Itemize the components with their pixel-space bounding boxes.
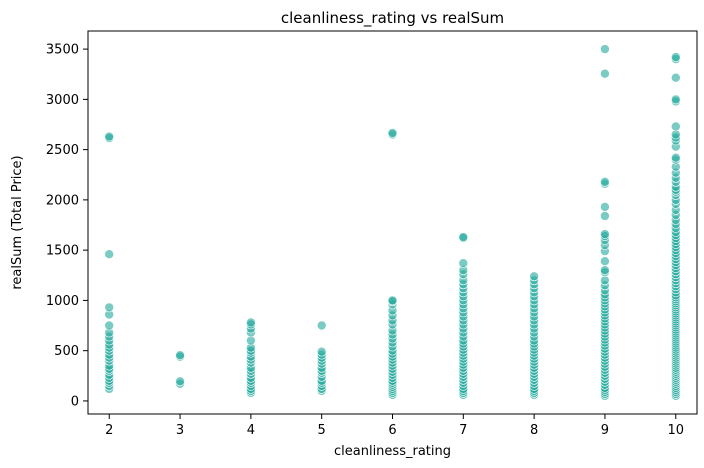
data-point [316,320,327,331]
data-point [600,229,610,239]
data-point [670,121,681,132]
data-point [600,202,610,212]
data-point [104,302,114,313]
data-point [246,317,256,328]
data-point [670,72,681,83]
x-axis-label: cleanliness_rating [334,444,451,459]
x-tick-label: 7 [459,423,467,438]
data-point [175,376,185,387]
x-tick-label: 2 [105,423,113,438]
data-point [600,68,610,79]
x-tick-label: 6 [388,423,396,438]
data-point [104,249,114,259]
points-layer [104,44,681,401]
y-axis-label: realSum (Total Price) [10,155,25,289]
data-point [600,265,610,276]
data-point [246,335,256,346]
data-point [600,256,610,267]
data-point [670,52,681,62]
data-point [104,131,114,142]
x-tick-label: 10 [667,423,684,438]
x-axis: 2 3 4 5 6 7 8 9 10 [105,414,684,438]
y-tick-label: 2500 [46,143,79,158]
y-tick-label: 3500 [46,43,79,58]
data-point [529,271,539,282]
x-tick-label: 8 [530,423,538,438]
data-point [458,232,469,242]
data-point [600,177,610,187]
data-point [387,128,398,138]
x-tick-label: 4 [247,423,255,438]
data-point [175,350,185,361]
data-point [387,295,398,306]
data-point [670,94,681,105]
y-tick-label: 3000 [46,93,79,108]
chart-title: cleanliness_rating vs realSum [281,9,504,28]
y-tick-label: 0 [71,394,79,409]
y-tick-label: 1500 [46,244,79,259]
y-tick-label: 1000 [46,294,79,309]
y-axis: 0 500 1000 1500 2000 2500 3000 3500 [46,43,88,409]
data-point [316,346,327,357]
data-point [670,152,681,163]
data-point [600,275,610,286]
x-tick-label: 3 [176,423,184,438]
data-point [670,129,681,140]
y-tick-label: 500 [54,344,79,359]
x-tick-label: 9 [601,423,609,438]
data-point [458,258,469,269]
y-tick-label: 2000 [46,193,79,208]
x-tick-label: 5 [318,423,326,438]
data-point [600,44,610,54]
data-point [104,320,114,331]
data-point [600,211,610,221]
